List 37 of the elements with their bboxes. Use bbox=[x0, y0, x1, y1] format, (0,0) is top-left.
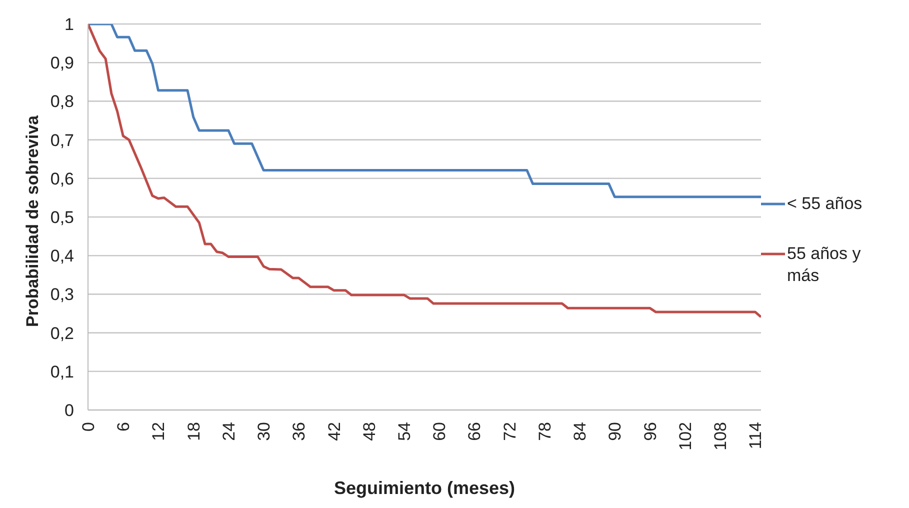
x-tick-label: 42 bbox=[324, 422, 344, 441]
y-tick-label: 0,8 bbox=[50, 92, 74, 112]
x-tick-label: 78 bbox=[535, 422, 554, 441]
y-tick-label: 0,1 bbox=[50, 362, 74, 382]
y-tick-label: 0,9 bbox=[50, 54, 74, 73]
legend-label: < 55 años bbox=[787, 193, 862, 215]
x-tick-label: 48 bbox=[360, 422, 379, 441]
y-axis-title: Probabilidad de sobreviva bbox=[23, 114, 42, 327]
x-tick-label: 96 bbox=[640, 422, 660, 441]
x-axis-title: Seguimiento (meses) bbox=[334, 478, 516, 498]
x-tick-label: 72 bbox=[500, 422, 520, 441]
y-tick-label: 0,7 bbox=[50, 130, 74, 150]
x-tick-label: 54 bbox=[395, 422, 414, 441]
x-tick-label: 60 bbox=[430, 422, 450, 441]
x-tick-label: 30 bbox=[254, 422, 274, 441]
x-tick-label: 84 bbox=[570, 422, 590, 441]
x-tick-label: 12 bbox=[149, 422, 168, 441]
legend-label: 55 años y más bbox=[787, 243, 862, 287]
y-tick-label: 0,4 bbox=[50, 246, 74, 266]
line-series bbox=[88, 24, 761, 318]
x-tick-label: 0 bbox=[79, 422, 98, 432]
x-tick-label: 18 bbox=[184, 422, 204, 441]
x-tick-label: 36 bbox=[290, 422, 309, 441]
y-tick-label: 0 bbox=[64, 401, 74, 420]
x-tick-label: 66 bbox=[465, 422, 484, 441]
x-tick-label: 6 bbox=[114, 422, 134, 432]
x-tick-label: 24 bbox=[219, 422, 238, 441]
x-tick-label: 108 bbox=[711, 422, 730, 450]
y-tick-label: 0,2 bbox=[50, 324, 74, 343]
y-tick-label: 0,3 bbox=[50, 285, 74, 304]
y-tick-label: 0,5 bbox=[50, 208, 74, 227]
line-series bbox=[88, 24, 761, 198]
y-tick-label: 1 bbox=[64, 15, 74, 34]
y-tick-label: 0,6 bbox=[50, 169, 74, 188]
x-tick-label: 114 bbox=[746, 422, 766, 450]
x-tick-label: 102 bbox=[676, 422, 695, 450]
x-tick-label: 90 bbox=[606, 422, 625, 441]
